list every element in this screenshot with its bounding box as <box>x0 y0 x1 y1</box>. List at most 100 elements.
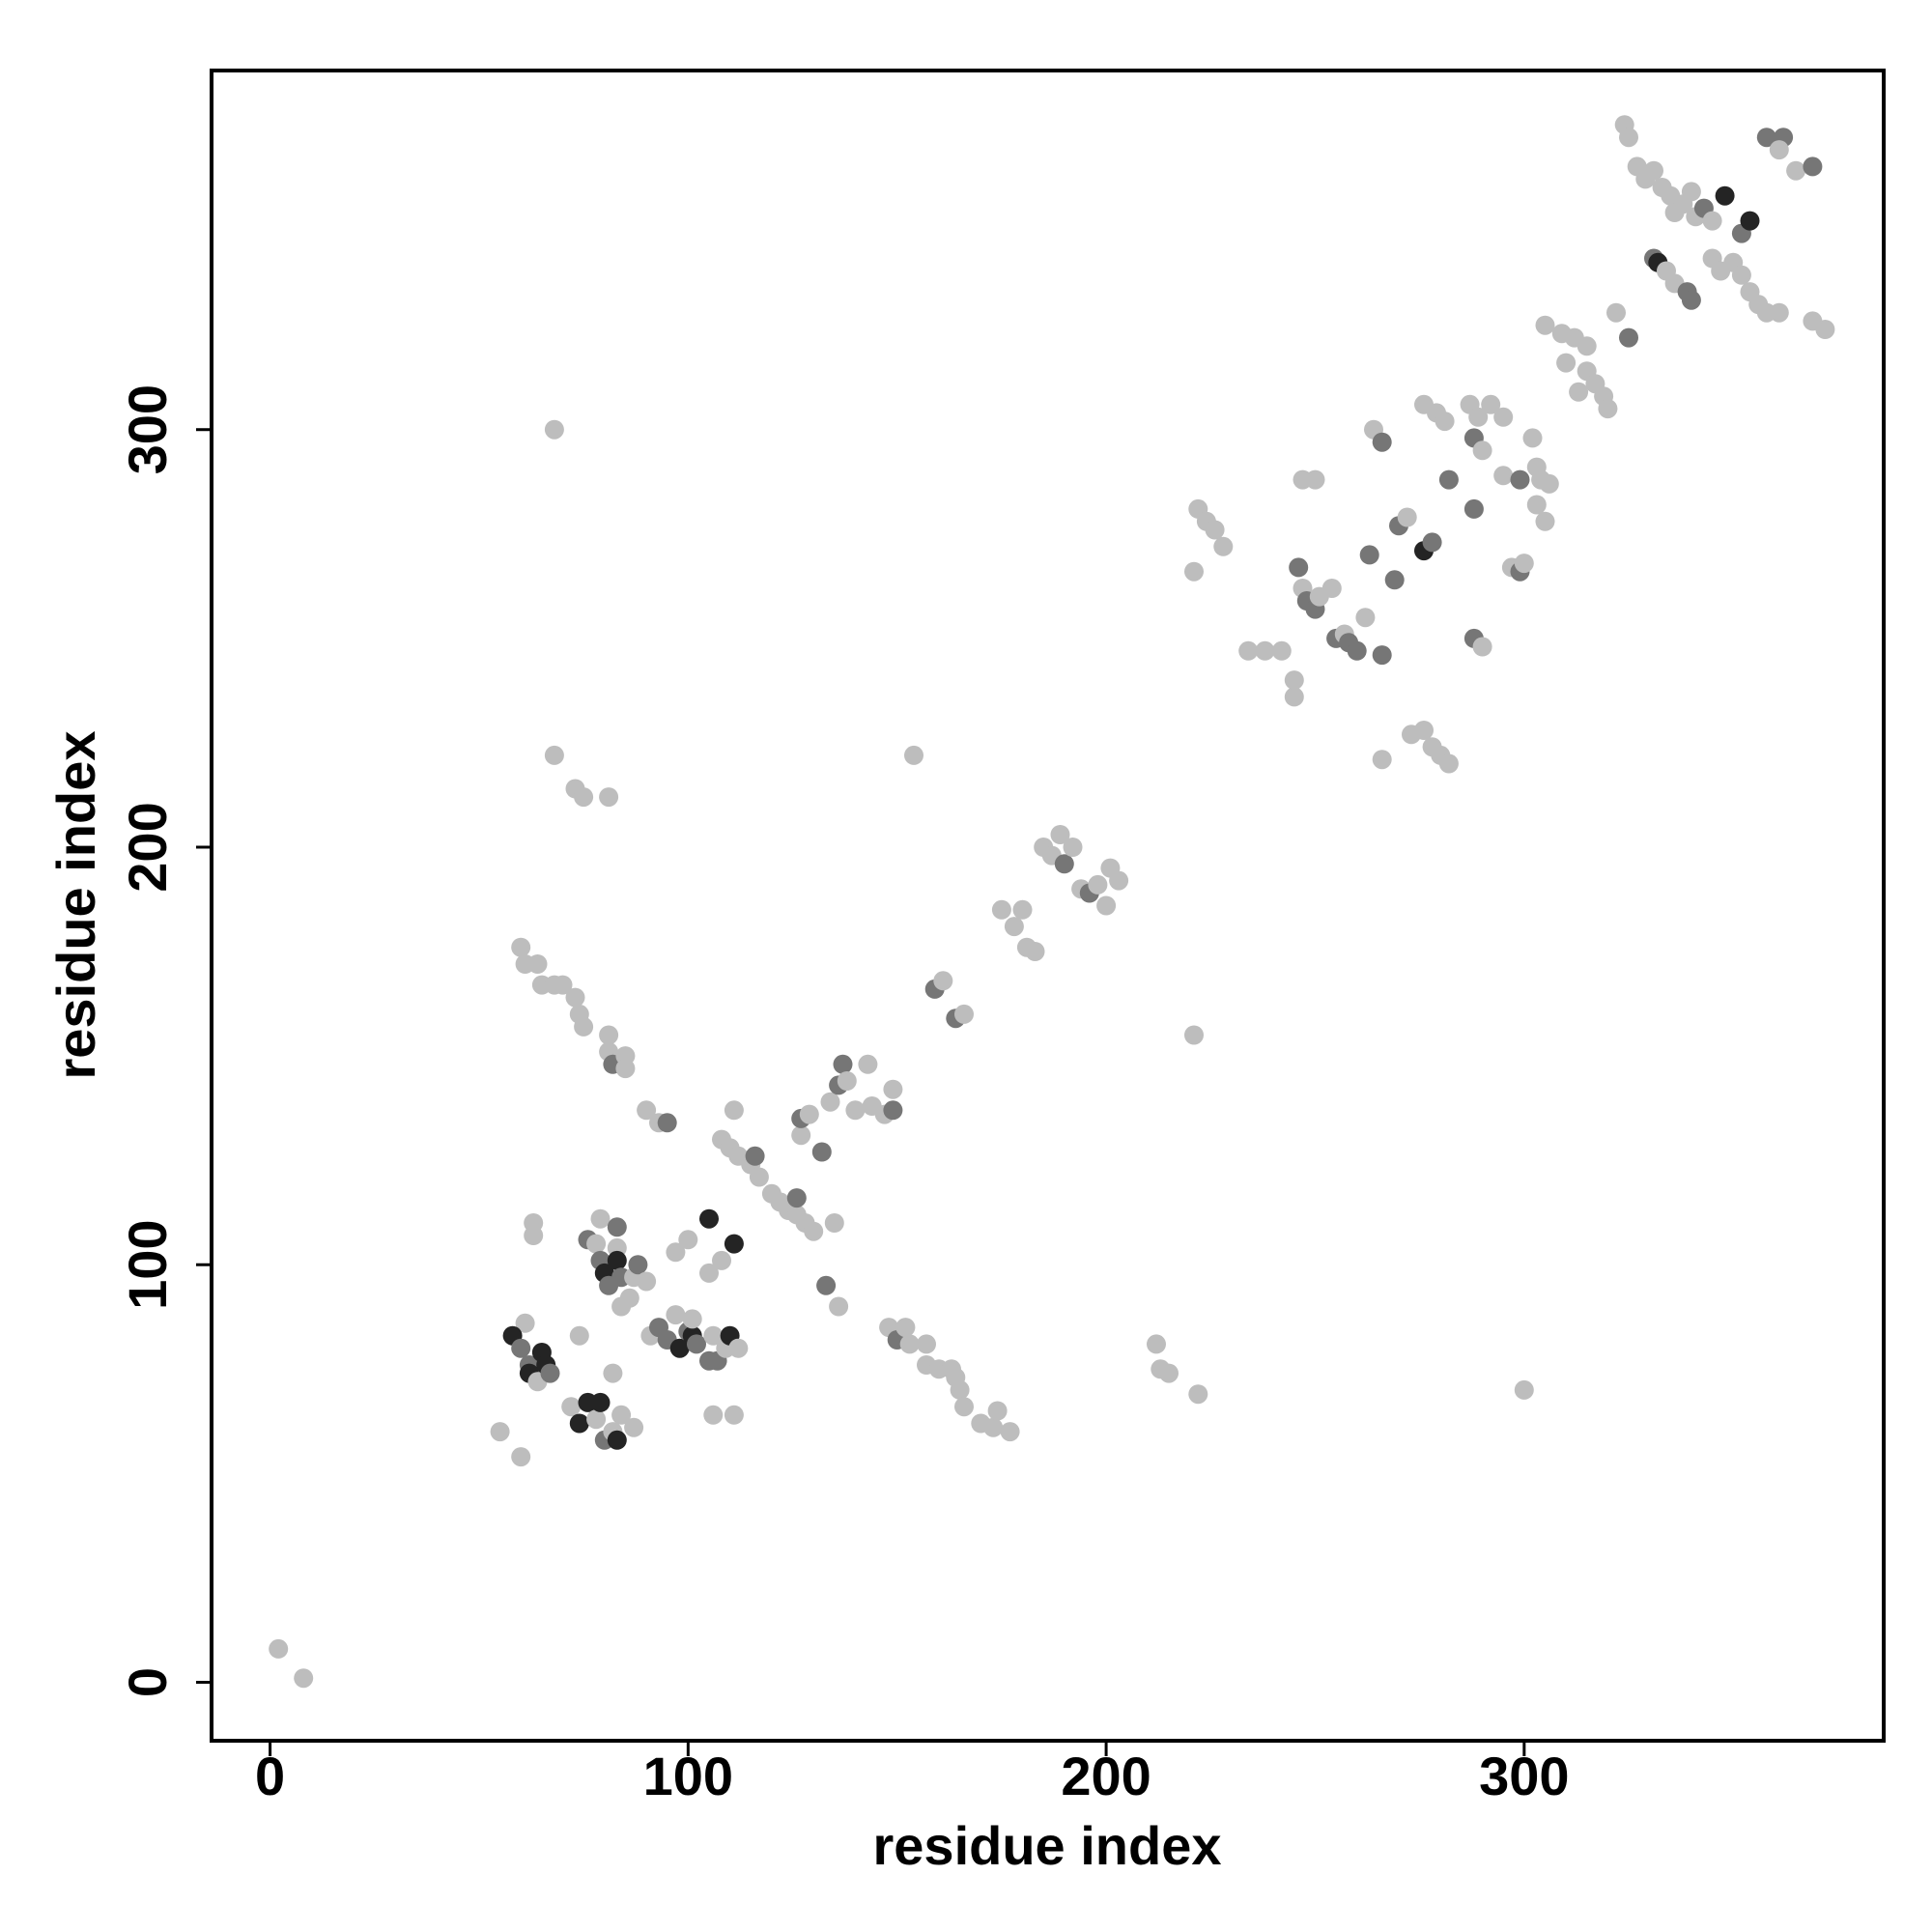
data-point <box>1514 554 1534 574</box>
data-point <box>883 1079 903 1099</box>
data-point <box>917 1334 936 1354</box>
data-point <box>1472 440 1492 461</box>
data-point <box>1004 917 1024 937</box>
data-point <box>603 1363 623 1383</box>
x-axis-title: residue index <box>872 1815 1221 1876</box>
data-point <box>811 1142 832 1162</box>
data-point <box>1184 1025 1204 1045</box>
data-point <box>1756 128 1776 148</box>
data-point <box>1284 670 1304 691</box>
data-point <box>524 1226 544 1245</box>
data-point <box>804 1221 824 1241</box>
data-point <box>1493 407 1514 427</box>
data-point <box>904 745 923 765</box>
data-point <box>987 1401 1008 1421</box>
data-point <box>1535 511 1555 531</box>
data-point <box>1569 382 1589 402</box>
data-point <box>599 787 619 808</box>
data-point <box>1598 399 1618 419</box>
x-tick-label: 200 <box>1061 1746 1151 1806</box>
y-axis-title: residue index <box>45 730 106 1079</box>
data-point <box>1372 432 1392 452</box>
data-point <box>1769 140 1789 160</box>
data-point <box>1438 469 1459 490</box>
data-point <box>607 1430 627 1450</box>
data-point <box>1012 899 1033 920</box>
data-point <box>1522 428 1543 448</box>
data-point <box>1815 320 1835 339</box>
data-point <box>637 1271 657 1292</box>
y-tick-label: 0 <box>117 1667 178 1697</box>
data-point <box>1577 336 1597 356</box>
data-point <box>1526 495 1547 515</box>
data-point <box>666 1305 686 1325</box>
data-point <box>1159 1363 1179 1383</box>
data-point <box>1786 160 1806 181</box>
data-point <box>682 1309 702 1329</box>
data-point <box>824 1213 844 1233</box>
data-point <box>586 1409 607 1430</box>
data-point <box>1481 394 1501 414</box>
data-point <box>1213 536 1234 556</box>
data-point <box>515 1313 535 1333</box>
data-point <box>1147 1334 1166 1354</box>
data-point <box>699 1208 719 1229</box>
data-point <box>1188 1384 1208 1405</box>
data-point <box>527 954 548 974</box>
data-point <box>829 1296 849 1317</box>
data-point <box>799 1104 819 1124</box>
data-point <box>624 1417 644 1437</box>
data-point <box>1435 412 1455 432</box>
data-point <box>1096 895 1117 916</box>
data-point <box>569 1325 589 1346</box>
plot-frame <box>210 69 1886 1743</box>
data-point <box>1289 557 1309 578</box>
data-point <box>1681 182 1701 202</box>
data-point <box>724 1405 744 1425</box>
x-tick-label: 300 <box>1479 1746 1569 1806</box>
data-point <box>786 1188 807 1208</box>
data-point <box>666 1242 686 1263</box>
data-point <box>561 1397 582 1417</box>
data-point <box>1397 507 1417 527</box>
data-point <box>950 1379 970 1400</box>
data-point <box>1054 854 1074 874</box>
data-point <box>490 1422 510 1442</box>
data-point <box>1535 315 1555 335</box>
data-point <box>983 1417 1004 1437</box>
data-point <box>837 1071 857 1091</box>
data-point <box>1184 561 1204 582</box>
data-point <box>544 745 564 765</box>
data-point <box>703 1325 724 1346</box>
data-point <box>1472 637 1492 657</box>
data-point <box>1769 302 1789 323</box>
data-point <box>511 1338 531 1358</box>
data-point <box>1539 473 1559 494</box>
data-point <box>1372 750 1392 770</box>
data-point <box>544 419 564 440</box>
data-point <box>1414 721 1434 740</box>
data-point <box>699 1263 719 1283</box>
data-point <box>294 1668 314 1689</box>
data-point <box>991 899 1011 920</box>
axes-layer: 0 100 200 300 0 100 200 300 <box>117 384 1570 1806</box>
data-point <box>1493 466 1514 486</box>
data-point <box>619 1288 639 1308</box>
data-point <box>1715 185 1735 206</box>
data-point <box>745 1146 765 1166</box>
data-point <box>954 1397 974 1417</box>
data-point <box>1205 520 1225 540</box>
data-point <box>1109 870 1129 891</box>
data-point <box>565 987 585 1008</box>
y-tick-label: 100 <box>117 1219 178 1309</box>
data-point <box>1271 640 1292 661</box>
data-point <box>703 1405 724 1425</box>
data-point <box>607 1217 627 1237</box>
data-point <box>1372 645 1392 666</box>
data-point <box>1731 265 1751 285</box>
data-point <box>1284 687 1304 707</box>
data-point <box>816 1275 837 1295</box>
data-point <box>1619 327 1638 348</box>
data-point <box>607 1250 627 1270</box>
data-point <box>1255 640 1275 661</box>
